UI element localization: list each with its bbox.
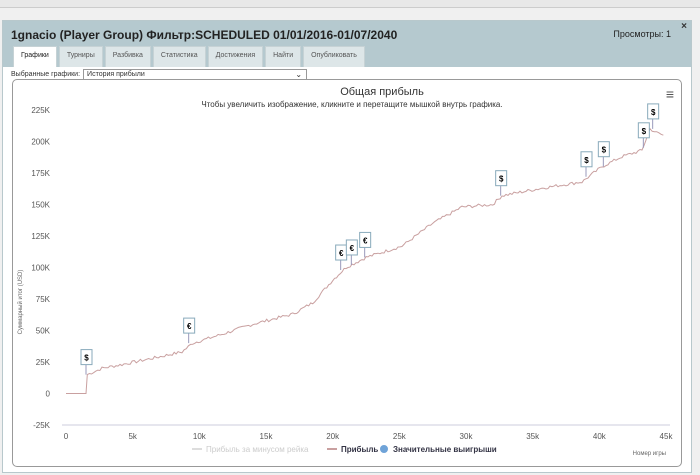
selector-label: Выбранные графики: [11, 71, 81, 78]
x-tick-label: 30k [460, 432, 474, 441]
tab-4[interactable]: Достижения [207, 46, 264, 67]
marker-flag [637, 122, 650, 139]
y-tick-label: 100K [31, 264, 50, 273]
x-tick-label: 20k [326, 432, 340, 441]
legend-swatch [380, 445, 388, 453]
y-tick-label: 125K [31, 232, 50, 241]
views-count: Просмотры: 1 [613, 29, 671, 39]
y-tick-label: 25K [36, 358, 51, 367]
marker-label-4: € [363, 236, 368, 245]
x-tick-label: 10k [193, 432, 207, 441]
legend-item-0[interactable]: Прибыль за минусом рейка [206, 445, 309, 454]
marker-label-9: $ [651, 108, 656, 117]
x-tick-label: 5k [128, 432, 137, 441]
marker-flag [183, 317, 196, 334]
marker-flag [80, 349, 93, 366]
marker-label-1: € [187, 322, 192, 331]
close-icon[interactable]: × [681, 21, 687, 32]
marker-label-0: $ [84, 354, 89, 363]
y-tick-label: 175K [31, 169, 50, 178]
chart-select-value: История прибыли [87, 71, 145, 78]
y-tick-label: -25K [33, 421, 51, 430]
marker-flag [647, 103, 660, 120]
x-axis-title: Номер игры [633, 451, 666, 457]
tab-6[interactable]: Опубликовать [303, 46, 365, 67]
tab-5[interactable]: Найти [265, 46, 302, 67]
marker-flag [580, 151, 593, 168]
y-tick-label: 50K [36, 327, 51, 336]
x-tick-label: 45k [660, 432, 674, 441]
legend-item-2[interactable]: Значительные выигрыши [393, 445, 497, 454]
player-window: 1gnacio (Player Group) Фильтр:SCHEDULED … [2, 20, 692, 473]
y-tick-label: 200K [31, 138, 50, 147]
chevron-down-icon: ⌄ [295, 70, 303, 79]
tab-2[interactable]: Разбивка [104, 46, 151, 67]
y-tick-label: 225K [31, 106, 50, 115]
chart-subtitle: Чтобы увеличить изображение, кликните и … [201, 100, 502, 109]
x-tick-label: 35k [526, 432, 540, 441]
x-tick-label: 25k [393, 432, 407, 441]
marker-label-2: € [339, 249, 344, 258]
marker-flag [597, 141, 610, 158]
marker-flag [359, 231, 372, 248]
tab-bar: Графики Турниры Разбивка Статистика Достижен… [13, 46, 365, 67]
y-tick-label: 75K [36, 295, 51, 304]
x-tick-label: 40k [593, 432, 607, 441]
chart-panel[interactable]: Общая прибыль Чтобы увеличить изображение… [12, 79, 682, 467]
x-tick-label: 15k [260, 432, 274, 441]
marker-label-8: $ [642, 127, 647, 136]
window-title: 1gnacio (Player Group) Фильтр:SCHEDULED … [11, 28, 398, 42]
marker-label-6: $ [584, 156, 589, 165]
y-axis-title: Суммарный итог (USD) [17, 270, 24, 335]
tab-0[interactable]: Графики [13, 46, 57, 67]
chart-title: Общая прибыль [340, 86, 424, 98]
window-header: 1gnacio (Player Group) Фильтр:SCHEDULED … [3, 21, 691, 67]
tab-3[interactable]: Статистика [152, 46, 206, 67]
marker-label-3: € [350, 244, 355, 253]
browser-bar [0, 0, 700, 8]
profit-line [66, 127, 664, 394]
menu-icon[interactable]: ≡ [666, 86, 674, 102]
marker-flag [495, 170, 508, 187]
tab-1[interactable]: Турниры [58, 46, 103, 67]
y-tick-label: 150K [31, 201, 50, 210]
marker-label-7: $ [602, 146, 607, 155]
marker-flag [345, 239, 358, 256]
y-tick-label: 0 [46, 390, 51, 399]
x-tick-label: 0 [64, 432, 69, 441]
marker-label-5: $ [499, 175, 504, 184]
legend-item-1[interactable]: Прибыль [341, 445, 378, 454]
